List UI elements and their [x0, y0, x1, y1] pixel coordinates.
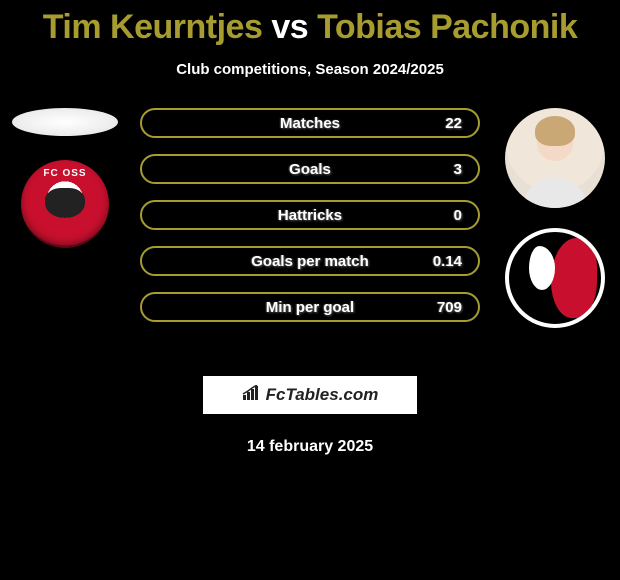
stat-label: Hattricks [278, 207, 342, 224]
stats-bars: Matches 22 Goals 3 Hattricks 0 Goals per… [140, 108, 480, 338]
stat-row-min-per-goal: Min per goal 709 [140, 292, 480, 322]
content-area: Matches 22 Goals 3 Hattricks 0 Goals per… [0, 108, 620, 358]
player1-name: Tim Keurntjes [43, 8, 263, 46]
player2-name: Tobias Pachonik [317, 8, 577, 46]
stat-label: Goals per match [251, 253, 369, 270]
stat-value: 3 [331, 161, 462, 178]
stat-value: 0.14 [369, 253, 462, 270]
player2-club-logo [505, 228, 605, 328]
stat-value: 22 [340, 115, 462, 132]
stat-row-goals: Goals 3 [140, 154, 480, 184]
stat-row-hattricks: Hattricks 0 [140, 200, 480, 230]
stat-label: Goals [289, 161, 331, 178]
brand-box[interactable]: FcTables.com [203, 376, 417, 414]
stat-value: 709 [354, 299, 462, 316]
brand-text: FcTables.com [266, 385, 379, 405]
player2-avatar [505, 108, 605, 208]
stat-label: Matches [280, 115, 340, 132]
subtitle: Club competitions, Season 2024/2025 [0, 61, 620, 78]
comparison-title: Tim Keurntjes vs Tobias Pachonik [0, 0, 620, 47]
right-column [500, 108, 610, 328]
player1-club-logo [21, 160, 109, 248]
stat-row-goals-per-match: Goals per match 0.14 [140, 246, 480, 276]
chart-icon [242, 385, 262, 406]
stat-value: 0 [342, 207, 462, 224]
stat-label: Min per goal [266, 299, 354, 316]
vs-text: vs [271, 8, 308, 46]
date-text: 14 february 2025 [0, 438, 620, 456]
player1-avatar [12, 108, 118, 136]
stat-row-matches: Matches 22 [140, 108, 480, 138]
left-column [10, 108, 120, 248]
